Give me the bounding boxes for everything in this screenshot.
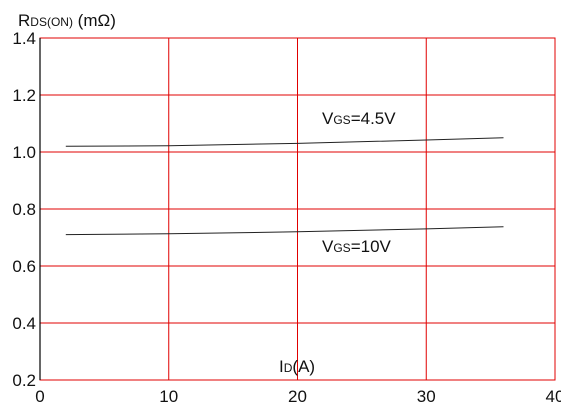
series-line-1 bbox=[65, 226, 504, 236]
y-tick-label-0: 0.2 bbox=[12, 371, 36, 390]
x-axis-label-main: I bbox=[279, 357, 284, 376]
grid bbox=[39, 37, 556, 381]
series-label-vgs-10v-rest: =10V bbox=[351, 237, 392, 256]
y-tick-label-5: 1.2 bbox=[12, 86, 36, 105]
series-label-vgs-4-5v-main: V bbox=[322, 109, 334, 128]
series-layer bbox=[65, 137, 504, 236]
series-label-vgs-4-5v: VGS=4.5V bbox=[322, 109, 396, 128]
y-axis-label-sub: DS(ON) bbox=[30, 15, 73, 29]
x-tick-label-0: 0 bbox=[35, 387, 44, 406]
x-axis-label: ID(A) bbox=[279, 357, 315, 376]
y-axis-label-main: R bbox=[18, 11, 30, 30]
series-label-vgs-10v: VGS=10V bbox=[322, 237, 392, 256]
y-tick-label-6: 1.4 bbox=[12, 29, 36, 48]
y-tick-label-1: 0.4 bbox=[12, 314, 36, 333]
series-line-0 bbox=[65, 137, 504, 147]
x-tick-label-4: 40 bbox=[546, 387, 561, 406]
series-label-vgs-4-5v-rest: =4.5V bbox=[351, 109, 397, 128]
y-axis-label-unit: (mΩ) bbox=[73, 11, 116, 30]
y-tick-label-3: 0.8 bbox=[12, 200, 36, 219]
x-axis-label-sub: D bbox=[284, 361, 293, 375]
series-label-vgs-10v-sub: GS bbox=[333, 241, 350, 255]
x-tick-label-3: 30 bbox=[417, 387, 436, 406]
series-label-vgs-4-5v-sub: GS bbox=[333, 113, 350, 127]
x-tick-label-1: 10 bbox=[159, 387, 178, 406]
y-tick-label-2: 0.6 bbox=[12, 257, 36, 276]
x-tick-label-2: 20 bbox=[288, 387, 307, 406]
series-label-vgs-10v-main: V bbox=[322, 237, 334, 256]
x-axis-label-unit: (A) bbox=[292, 357, 315, 376]
tick-labels: 0 10 20 30 40 0.2 0.4 0.6 0.8 1.0 1.2 1.4 bbox=[12, 29, 561, 406]
y-tick-label-4: 1.0 bbox=[12, 143, 36, 162]
y-axis-label: RDS(ON) (mΩ) bbox=[18, 11, 116, 30]
